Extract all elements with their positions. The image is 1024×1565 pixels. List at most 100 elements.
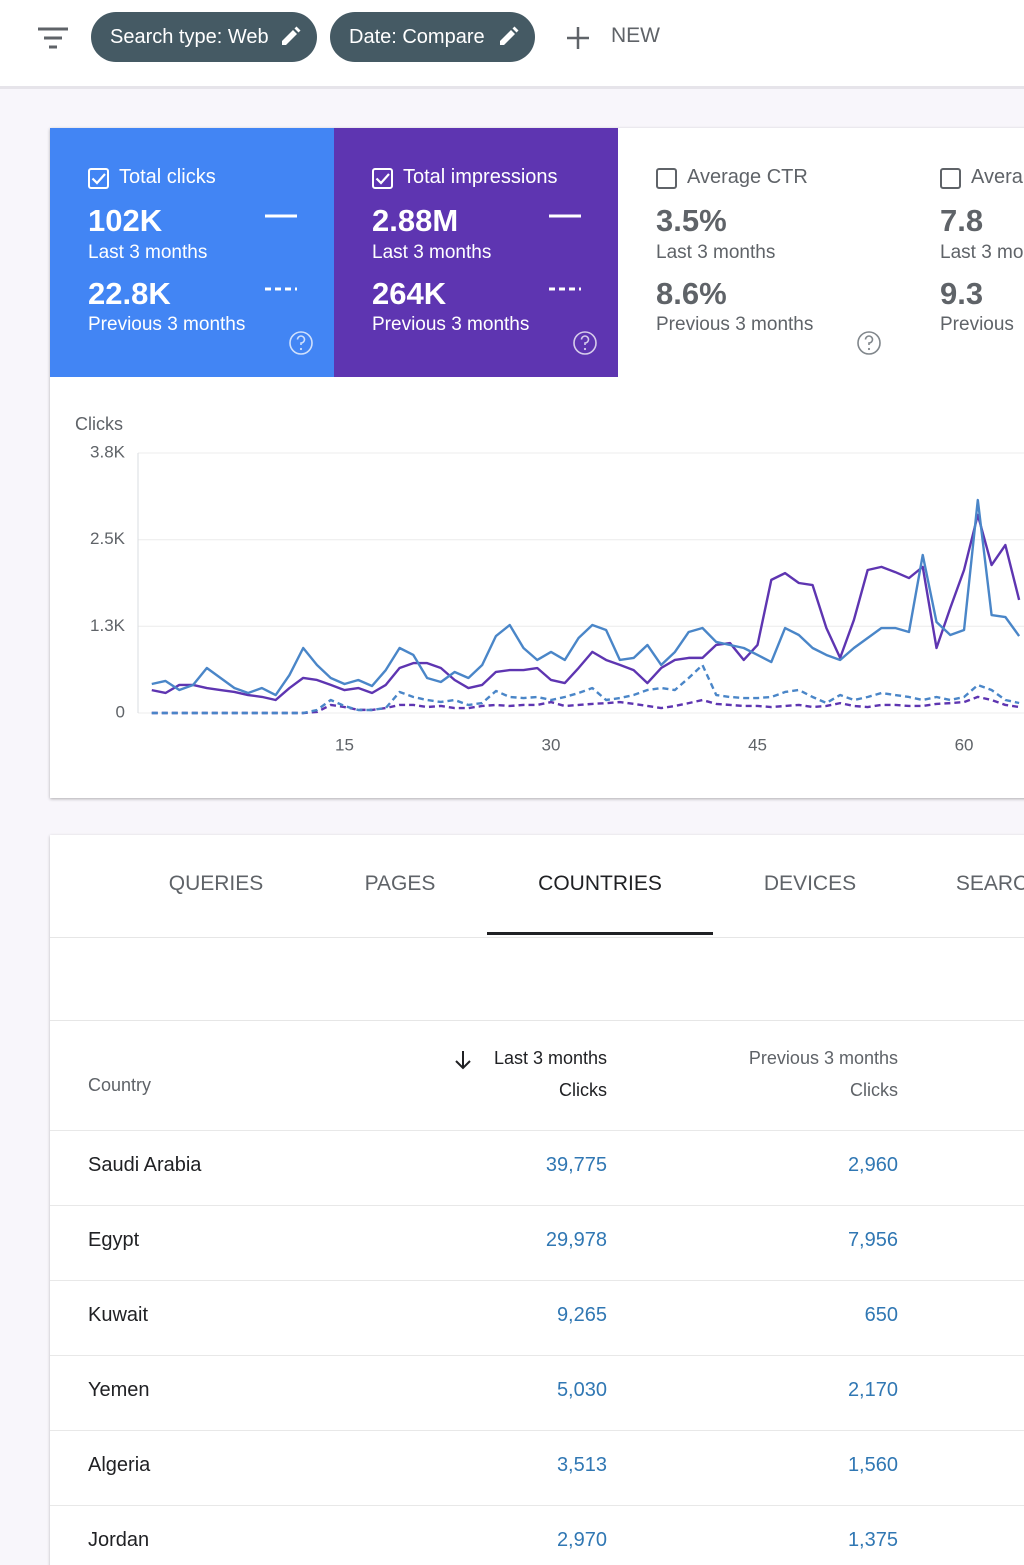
x-tick-label: 45	[748, 735, 767, 754]
row-divider	[50, 1205, 1024, 1206]
new-icon[interactable]	[566, 26, 590, 50]
y-tick-label: 2.5K	[90, 529, 126, 548]
help-dot	[299, 347, 303, 351]
tab-divider	[50, 937, 1024, 938]
tab[interactable]: PAGES	[364, 872, 436, 895]
filter-chip-label: Date: Compare	[349, 26, 485, 48]
help-dot	[867, 347, 871, 351]
country[interactable]: Yemen	[88, 1379, 150, 1401]
metric-current-period: Last 3 mo	[940, 242, 1024, 263]
row-divider	[50, 1355, 1024, 1356]
sort-arrow[interactable]	[453, 1049, 473, 1071]
metric-label: Total clicks	[119, 166, 216, 188]
metric-label: Total impressions	[403, 166, 558, 188]
checkbox	[656, 168, 677, 189]
metric-previous-period: Previous 3 months	[656, 314, 814, 335]
checkbox	[88, 168, 109, 189]
metric-current-period: Last 3 months	[372, 242, 492, 263]
help-dot	[583, 347, 587, 351]
current-period-line	[151, 513, 1021, 702]
metric-previous-period: Previous 3 months	[372, 314, 530, 335]
metric-current-period: Last 3 months	[88, 242, 208, 263]
filter-icon[interactable]	[36, 26, 70, 50]
column-header: Country	[88, 1075, 152, 1095]
clicks-value: 1,375	[847, 1529, 898, 1551]
tab[interactable]: SEARC	[955, 872, 1024, 895]
checkbox	[940, 168, 961, 189]
tab[interactable]: DEVICES	[763, 872, 857, 895]
clicks-value: 9,265	[556, 1304, 607, 1326]
clicks-value: 5,030	[556, 1379, 607, 1401]
help-mark	[296, 335, 306, 345]
filter-chip[interactable]: Date: Compare	[330, 12, 535, 62]
help-mark	[864, 335, 874, 345]
metric-current-value: 102K	[88, 203, 163, 238]
metric-label: Avera	[971, 166, 1023, 188]
help-mark	[580, 335, 590, 345]
x-tick-label: 15	[335, 735, 354, 754]
metric-previous-value: 8.6%	[656, 276, 727, 311]
filter-chip[interactable]: Search type: Web	[91, 12, 317, 62]
metric-current-value: 3.5%	[656, 203, 727, 238]
clicks-value: 29,978	[545, 1229, 607, 1251]
metric-icons	[372, 168, 597, 355]
x-tick-label: 30	[542, 735, 561, 754]
country[interactable]: Jordan	[88, 1529, 150, 1551]
arrow	[455, 1051, 471, 1070]
metric-previous-value: 9.3	[940, 276, 984, 311]
y-tick-label: 3.8K	[90, 442, 126, 461]
new-button[interactable]: NEW	[611, 24, 660, 47]
country[interactable]: Saudi Arabia	[88, 1154, 202, 1176]
metric-current-period: Last 3 months	[656, 242, 776, 263]
column-period: Previous 3 months	[748, 1048, 898, 1068]
clicks-value: 39,775	[545, 1154, 607, 1176]
help-icon	[289, 331, 313, 355]
row-divider	[50, 1280, 1024, 1281]
row-divider	[50, 1130, 1024, 1131]
pencil	[282, 26, 301, 45]
table-card	[50, 835, 1024, 1565]
metric-icons	[656, 168, 881, 355]
column-metric: Clicks	[850, 1080, 898, 1100]
metric-label: Average CTR	[687, 166, 808, 188]
clicks-value: 1,560	[847, 1454, 898, 1476]
help-icon	[857, 331, 881, 355]
country[interactable]: Kuwait	[88, 1304, 149, 1326]
country[interactable]: Egypt	[88, 1229, 140, 1251]
metric-previous-period: Previous	[940, 314, 1014, 335]
country[interactable]: Algeria	[88, 1454, 151, 1476]
previous-period-line	[151, 663, 1020, 715]
chart: Clicks 0 1.3K 2.5K 3.8K 15 30 45 60	[75, 414, 1024, 754]
checkbox	[372, 168, 393, 189]
row-divider	[50, 1430, 1024, 1431]
edit-icon	[282, 26, 301, 45]
clicks-value: 2,960	[847, 1154, 898, 1176]
y-tick-label: 1.3K	[90, 616, 126, 635]
pencil	[500, 26, 519, 45]
y-tick-label: 0	[116, 702, 125, 721]
y-axis-title: Clicks	[75, 414, 123, 434]
metric-current-value: 2.88M	[372, 203, 459, 238]
clicks-value: 3,513	[556, 1454, 607, 1476]
current-period-line	[151, 498, 1021, 697]
tab[interactable]: COUNTRIES	[538, 872, 662, 895]
tab[interactable]: QUERIES	[168, 872, 264, 895]
column-metric: Clicks	[559, 1080, 607, 1100]
x-tick-label: 60	[955, 735, 974, 754]
edit-icon	[500, 26, 519, 45]
help-icon	[573, 331, 597, 355]
previous-period-line	[151, 695, 1020, 715]
clicks-value: 7,956	[847, 1229, 898, 1251]
metric-card[interactable]: Avera 7.8 Last 3 mo 9.3 Previous	[902, 128, 1024, 377]
table-divider	[50, 1020, 1024, 1021]
column-period: Last 3 months	[493, 1048, 607, 1068]
metric-previous-period: Previous 3 months	[88, 314, 246, 335]
clicks-value: 2,170	[847, 1379, 898, 1401]
checkmark	[91, 173, 106, 185]
metric-icons	[940, 168, 961, 189]
metric-previous-value: 264K	[372, 276, 447, 311]
metric-current-value: 7.8	[940, 203, 984, 238]
filter-chip-label: Search type: Web	[110, 26, 269, 48]
tab-indicator	[487, 932, 713, 935]
